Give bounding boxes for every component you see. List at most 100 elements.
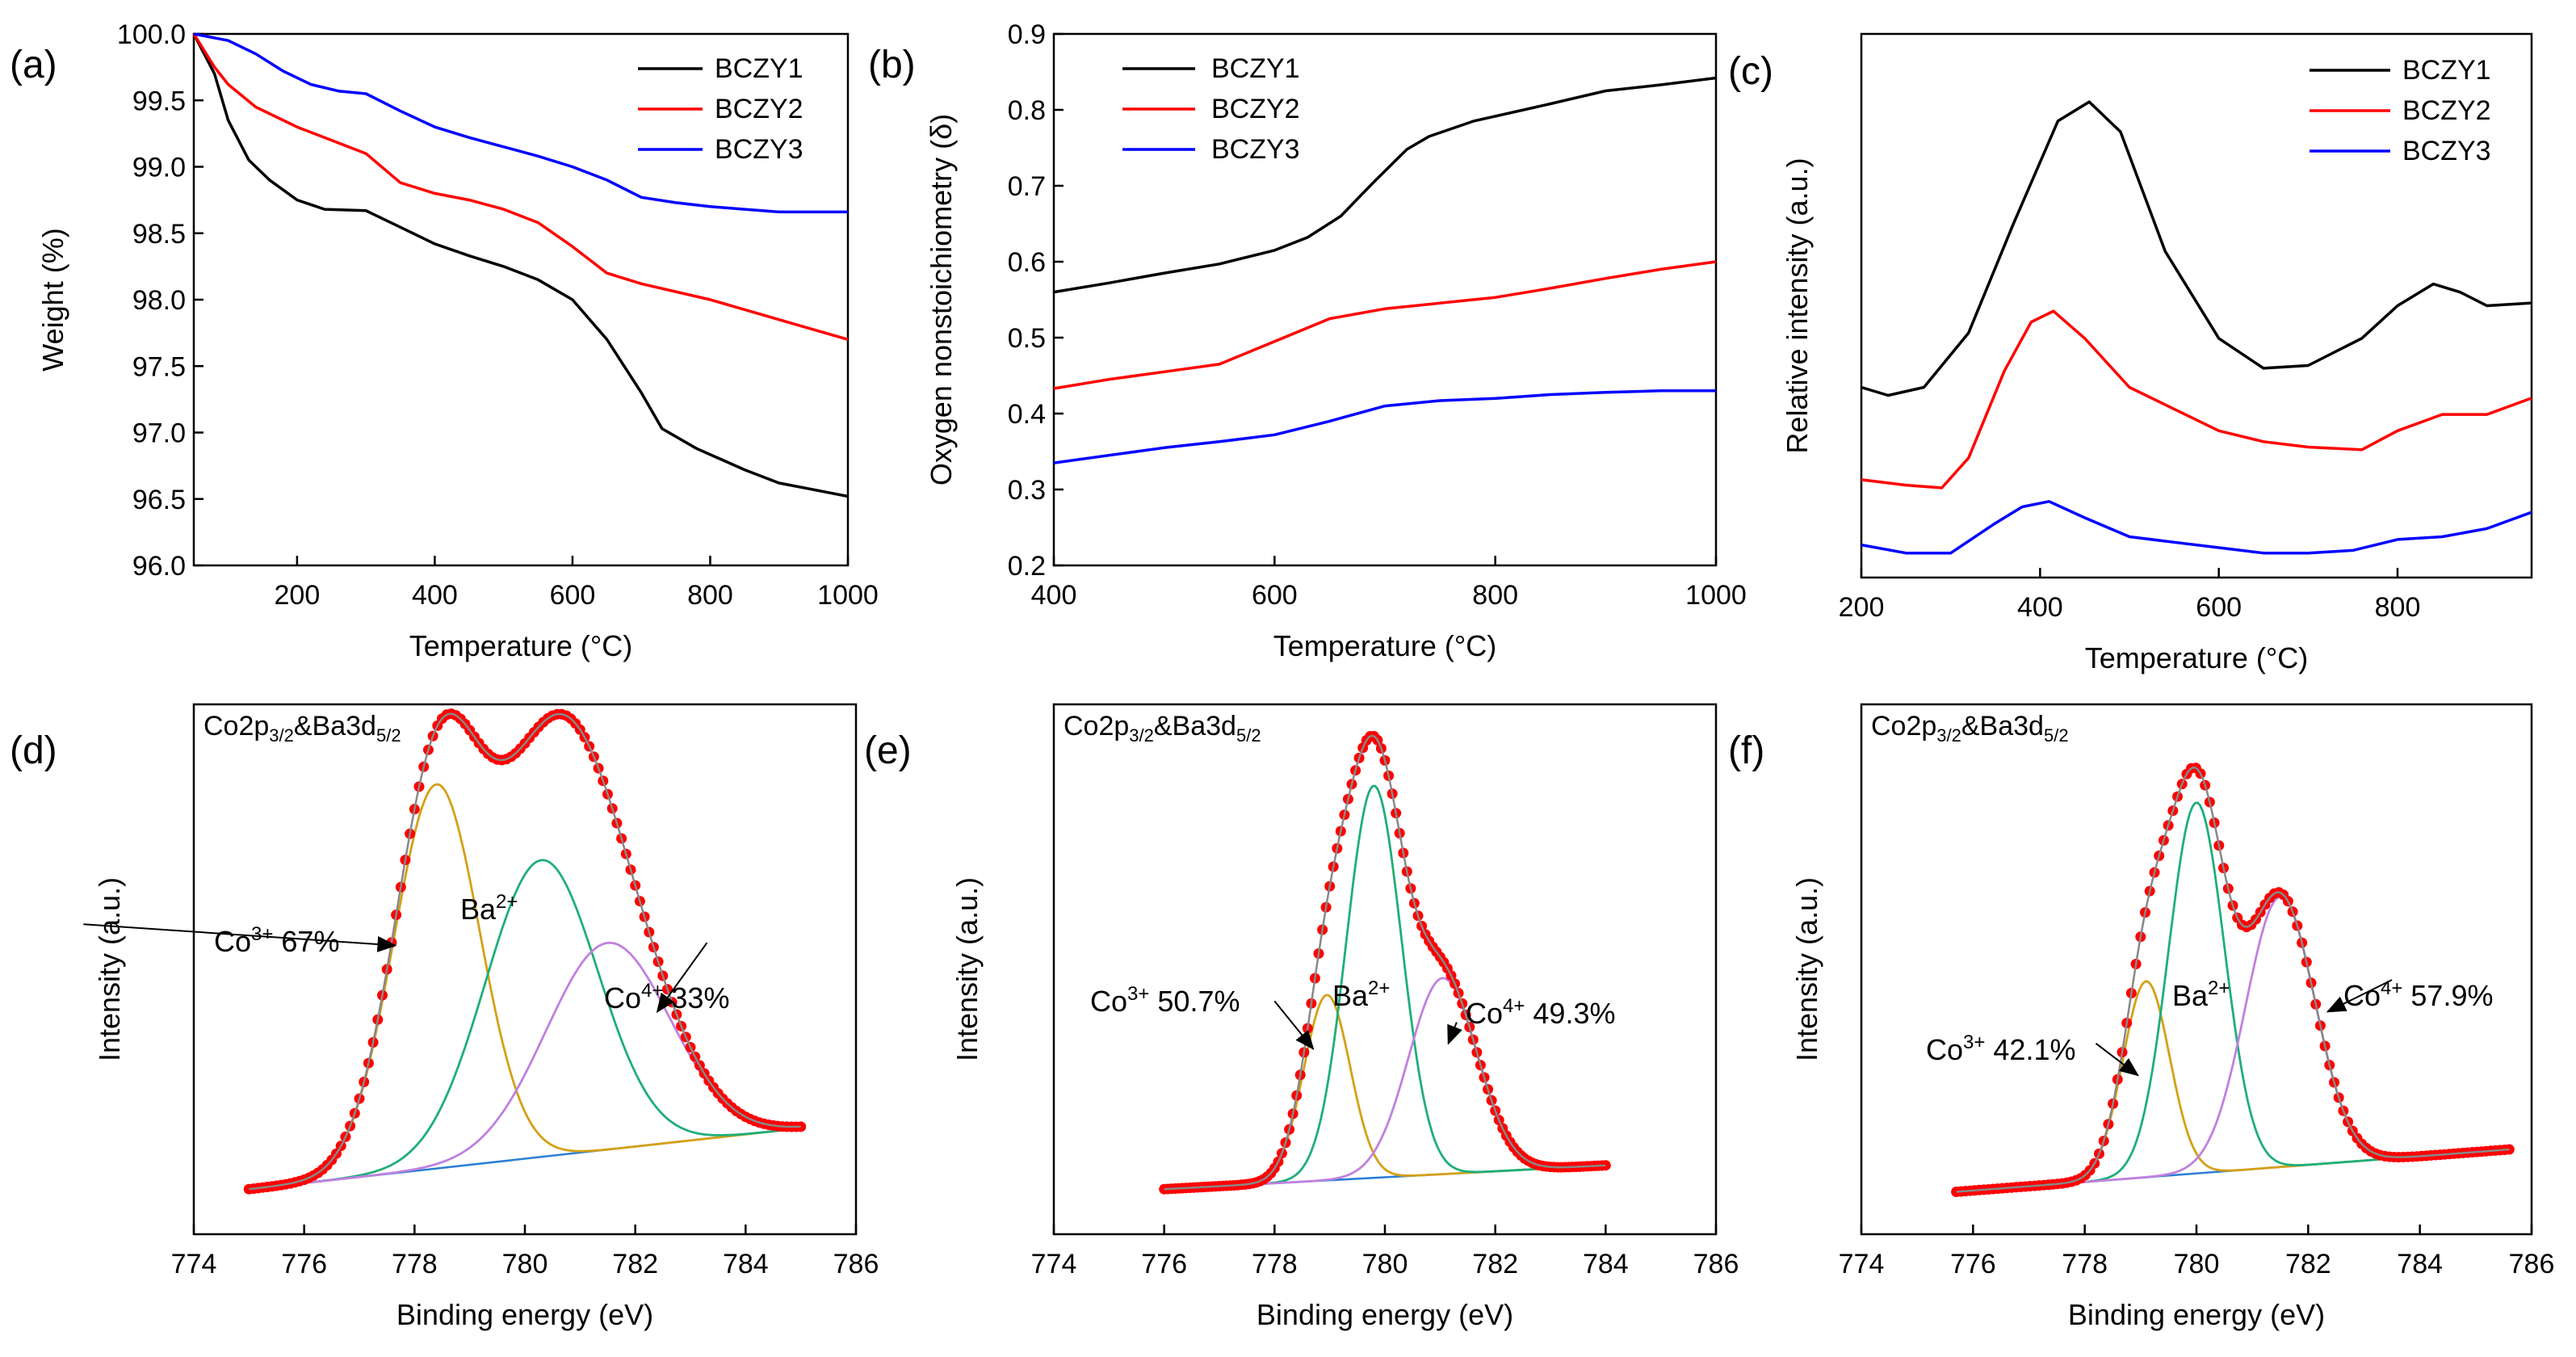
y-tick-label-b: 0.6 (1008, 247, 1046, 278)
y-tick-label-a: 98.0 (132, 285, 186, 316)
legend-entry-c: BCZY1 (2402, 55, 2491, 86)
spectrum-title-e: Co2p3/2&Ba3d5/2 (1064, 711, 1261, 746)
y-tick-label-b: 0.4 (1008, 399, 1046, 430)
chart-f: 774 776 778 780 782 784 786 Binding energy (eV)… (1728, 703, 2555, 1331)
x-tick-label-e: 776 (1141, 1249, 1187, 1279)
peak-annotation-d: Ba2+ (460, 891, 518, 926)
legend-entry-b: BCZY2 (1211, 94, 1300, 124)
annotation-arrow-e (1273, 1000, 1315, 1050)
y-tick-label-b: 0.9 (1008, 19, 1046, 50)
legend-entry-a: BCZY2 (715, 94, 803, 124)
x-tick-label-f: 778 (2062, 1249, 2108, 1279)
series-line-c-BCZY3 (1861, 500, 2532, 555)
legend-entry-c: BCZY2 (2402, 95, 2491, 126)
annotation-arrow-f (2326, 979, 2393, 1013)
panel-label-e: (e) (864, 729, 912, 772)
y-tick-label-a: 99.0 (132, 153, 186, 183)
series-line-b-BCZY2 (1053, 260, 1717, 390)
y-axis-label-f: Intensity (a.u.) (1790, 877, 1823, 1061)
y-tick-label-b: 0.7 (1008, 171, 1046, 202)
x-tick-label-c: 600 (2196, 592, 2242, 623)
legend-entry-c: BCZY3 (2402, 136, 2491, 166)
peak-annotation-e: Co3+ 50.7% (1090, 983, 1240, 1018)
x-tick-label-f: 776 (1950, 1249, 1996, 1279)
x-axis-label-e: Binding energy (eV) (1257, 1298, 1513, 1331)
legend-entry-b: BCZY1 (1211, 53, 1300, 84)
chart-b: 400 600 800 1000 0.2 0.3 0.4 0.5 0.6 0.7 0.8 0.9 Tem… (868, 19, 1747, 662)
y-tick-label-b: 0.2 (1008, 551, 1046, 582)
x-axis-label-a: Temperature (°C) (409, 629, 632, 662)
series-line-c-BCZY2 (1861, 309, 2532, 489)
x-tick-label-c: 800 (2375, 592, 2421, 623)
x-tick-label-f: 774 (1839, 1249, 1885, 1279)
x-tick-label-b: 800 (1472, 580, 1518, 611)
annotation-arrow-d (83, 923, 397, 952)
spectrum-title-d: Co2p3/2&Ba3d5/2 (203, 711, 401, 746)
chart-c: 200 400 600 800 Temperature (°C) Relative int… (1728, 32, 2533, 674)
fit-envelope-d (249, 712, 801, 1191)
x-tick-label-e: 780 (1362, 1249, 1408, 1279)
x-tick-label-a: 200 (275, 580, 321, 611)
peak-annotation-f: Ba2+ (2172, 977, 2230, 1012)
y-axis-label-a: Weight (%) (36, 228, 69, 371)
x-tick-label-b: 600 (1252, 580, 1298, 611)
x-tick-label-c: 400 (2017, 592, 2063, 623)
series-line-a-BCZY3 (193, 32, 848, 214)
x-tick-label-b: 1000 (1685, 580, 1747, 611)
y-axis-label-e: Intensity (a.u.) (950, 877, 984, 1061)
x-tick-label-d: 776 (281, 1249, 327, 1279)
x-tick-label-f: 784 (2397, 1249, 2443, 1279)
series-line-a-BCZY1 (192, 33, 849, 498)
series-line-c-BCZY1 (1861, 100, 2532, 397)
y-axis-label-c: Relative intensity (a.u.) (1781, 158, 1814, 453)
series-line-b-BCZY1 (1053, 76, 1717, 294)
peak-annotation-e: Ba2+ (1332, 977, 1390, 1012)
panel-label-c: (c) (1728, 50, 1773, 93)
y-tick-label-a: 96.5 (132, 485, 186, 515)
peak-annotation-e: Co4+ 49.3% (1466, 995, 1615, 1030)
x-axis-label-b: Temperature (°C) (1273, 629, 1496, 662)
y-tick-label-a: 96.0 (132, 551, 186, 582)
y-tick-label-a: 100.0 (117, 19, 186, 50)
plot-frame-e (1052, 703, 1718, 1236)
fit-envelope-f (1956, 767, 2510, 1193)
x-tick-label-a: 800 (687, 580, 733, 611)
y-tick-label-a: 99.5 (132, 86, 186, 116)
x-tick-label-c: 200 (1839, 592, 1885, 623)
x-tick-label-e: 782 (1472, 1249, 1518, 1279)
peak-annotation-f: Co4+ 57.9% (2343, 977, 2493, 1012)
y-tick-label-b: 0.5 (1008, 323, 1046, 354)
peak-annotation-f: Co3+ 42.1% (1926, 1031, 2075, 1066)
panel-label-a: (a) (10, 44, 57, 86)
fit-envelope-e (1164, 734, 1606, 1191)
spectrum-title-f: Co2p3/2&Ba3d5/2 (1871, 711, 2069, 746)
chart-a: 200 400 600 800 1000 96.0 96.5 97.0 97.5 98.0 98.5… (10, 19, 879, 662)
panel-label-f: (f) (1728, 729, 1764, 772)
panel-label-d: (d) (10, 729, 57, 772)
x-tick-label-d: 782 (612, 1249, 658, 1279)
legend-entry-a: BCZY1 (715, 53, 803, 84)
y-tick-label-a: 97.5 (132, 351, 186, 382)
x-axis-label-c: Temperature (°C) (2085, 641, 2308, 674)
peak-d-Ba2+ (249, 859, 801, 1191)
plot-frame-b (1052, 32, 1718, 567)
chart-e: 774 776 778 780 782 784 786 Binding energy (eV)… (864, 703, 1739, 1331)
chart-d: 774 776 778 780 782 784 786 Binding energy (eV)… (10, 703, 879, 1331)
y-axis-label-b: Oxygen nonstoichiometry (δ) (925, 114, 958, 485)
annotation-arrow-e (1447, 1022, 1462, 1045)
legend-entry-b: BCZY3 (1211, 134, 1300, 165)
x-tick-label-d: 786 (833, 1249, 879, 1279)
x-tick-label-e: 778 (1252, 1249, 1298, 1279)
y-tick-label-a: 97.0 (132, 418, 186, 449)
y-axis-label-d: Intensity (a.u.) (93, 877, 126, 1061)
x-tick-label-f: 786 (2509, 1249, 2555, 1279)
x-tick-label-a: 400 (412, 580, 458, 611)
y-tick-label-a: 98.5 (132, 219, 186, 250)
x-axis-label-f: Binding energy (eV) (2068, 1298, 2325, 1331)
x-tick-label-d: 780 (502, 1249, 548, 1279)
annotation-arrow-f (2095, 1043, 2139, 1077)
x-tick-label-b: 400 (1031, 580, 1077, 611)
x-tick-label-f: 782 (2285, 1249, 2331, 1279)
x-tick-label-d: 784 (723, 1249, 769, 1279)
x-tick-label-e: 774 (1031, 1249, 1077, 1279)
